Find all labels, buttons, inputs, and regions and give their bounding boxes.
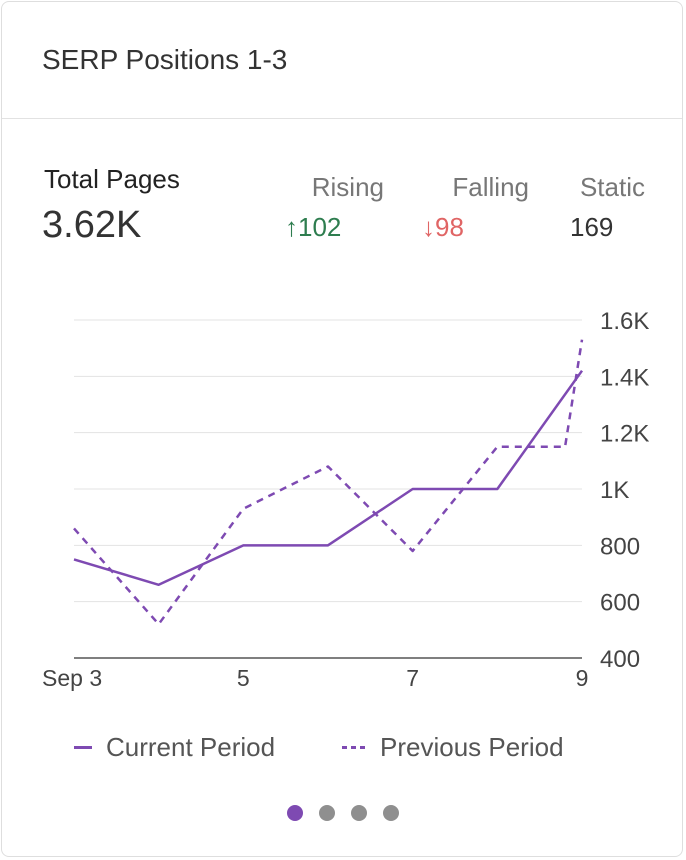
total-pages-label: Total Pages bbox=[44, 164, 180, 194]
chart-legend: Current Period Previous Period bbox=[2, 732, 682, 772]
falling-value: ↓98 bbox=[422, 212, 464, 242]
x-tick-label: 9 bbox=[576, 665, 589, 691]
dashed-line-swatch-icon bbox=[342, 746, 366, 749]
card-header: SERP Positions 1-3 bbox=[2, 2, 682, 119]
pager-dot[interactable] bbox=[287, 805, 303, 821]
y-tick-label: 1.2K bbox=[600, 421, 649, 448]
x-tick-label: Sep 3 bbox=[42, 665, 102, 691]
carousel-pager bbox=[287, 805, 399, 821]
y-tick-label: 600 bbox=[600, 590, 640, 617]
pager-dot[interactable] bbox=[319, 805, 335, 821]
x-tick-label: 7 bbox=[406, 665, 419, 691]
rising-label: Rising bbox=[311, 172, 384, 202]
falling-label: Falling bbox=[452, 172, 529, 202]
x-tick-label: 5 bbox=[237, 665, 250, 691]
solid-line-swatch-icon bbox=[74, 746, 92, 749]
line-chart: 400 600 800 1K 1.2K 1.4K 1.6K Sep 3 5 7 9 bbox=[42, 308, 649, 691]
legend-previous-label: Previous Period bbox=[380, 732, 564, 762]
y-tick-label: 400 bbox=[600, 646, 640, 673]
y-tick-label: 1K bbox=[600, 477, 629, 504]
static-value: 169 bbox=[570, 212, 614, 242]
pager-dot[interactable] bbox=[351, 805, 367, 821]
series-current-period bbox=[73, 369, 584, 587]
rising-value: ↑102 bbox=[285, 212, 342, 242]
static-label: Static bbox=[579, 172, 645, 202]
y-tick-label: 800 bbox=[600, 533, 640, 560]
legend-previous-period[interactable]: Previous Period bbox=[342, 732, 564, 763]
card-title: SERP Positions 1-3 bbox=[42, 44, 288, 75]
legend-current-label: Current Period bbox=[106, 732, 276, 762]
y-tick-label: 1.4K bbox=[600, 364, 649, 391]
legend-current-period[interactable]: Current Period bbox=[74, 732, 275, 763]
total-pages-value: 3.62K bbox=[42, 204, 142, 246]
y-tick-label: 1.6K bbox=[600, 308, 649, 335]
pager-dot[interactable] bbox=[383, 805, 399, 821]
